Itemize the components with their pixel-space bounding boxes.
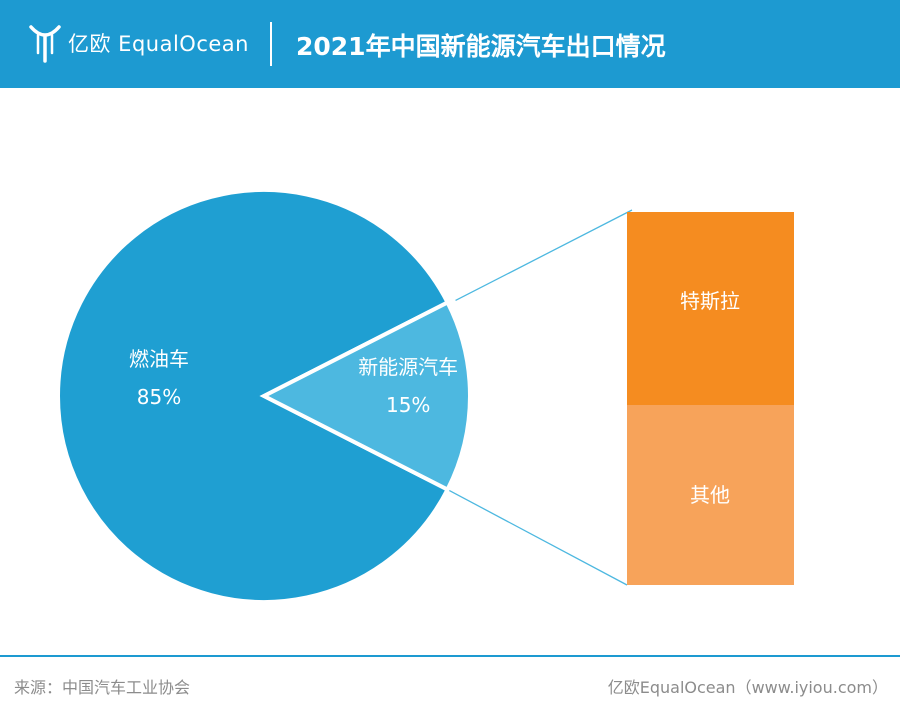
pie-label-fuel-vehicles: 燃油车 bbox=[129, 347, 189, 371]
bar-label-tesla: 特斯拉 bbox=[680, 289, 740, 313]
source-note: 来源：中国汽车工业协会 bbox=[14, 678, 191, 697]
pie-slice-fuel-vehicles bbox=[56, 188, 451, 604]
credit-note: 亿欧EqualOcean（www.iyiou.com） bbox=[607, 678, 888, 697]
header-bar: 亿欧 EqualOcean 2021年中国新能源汽车出口情况 bbox=[0, 0, 900, 88]
brand-name: 亿欧 EqualOcean bbox=[68, 32, 249, 56]
pie-label-new-energy-vehicles: 新能源汽车 bbox=[358, 355, 458, 379]
bar-segment-others bbox=[627, 405, 794, 585]
chart-area: 燃油车 85% 新能源汽车 15% 特斯拉 其他 bbox=[56, 188, 794, 604]
page-title: 2021年中国新能源汽车出口情况 bbox=[296, 32, 666, 61]
connector-line-top bbox=[455, 209, 633, 302]
header-divider bbox=[270, 22, 272, 66]
connector-line-bottom bbox=[447, 488, 628, 586]
equalocean-logo-icon bbox=[29, 25, 61, 63]
logo: 亿欧 EqualOcean bbox=[28, 20, 249, 66]
pie-value-new-energy-vehicles: 15% bbox=[386, 393, 430, 417]
bar-label-others: 其他 bbox=[690, 483, 730, 507]
pie-slice-new-energy-vehicles bbox=[259, 299, 472, 493]
footer-divider bbox=[0, 655, 900, 657]
pie-value-fuel-vehicles: 85% bbox=[137, 385, 181, 409]
bar-segment-tesla bbox=[627, 212, 794, 405]
